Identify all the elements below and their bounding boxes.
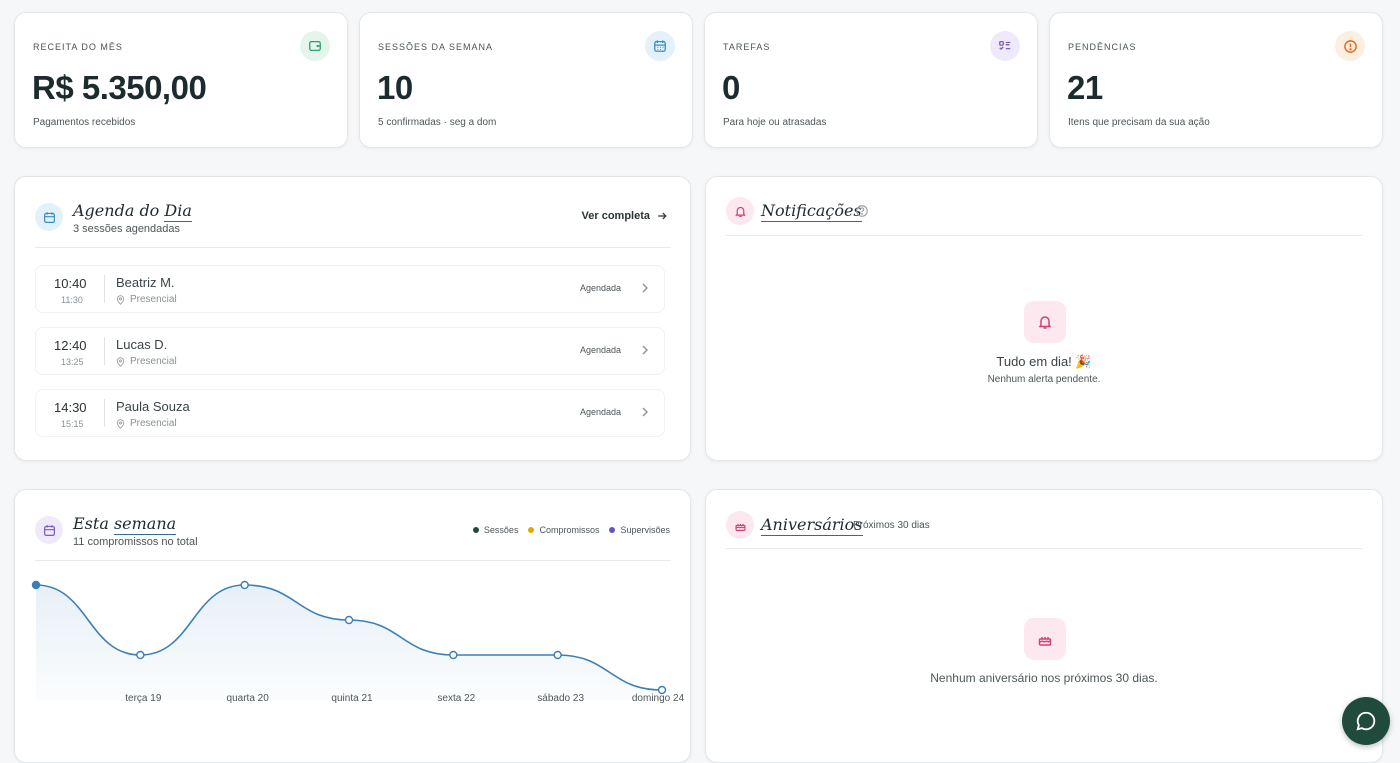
status-badge: Agendada bbox=[579, 283, 621, 293]
notifications-card: Notificações Tudo em dia! 🎉 Nenhum alert… bbox=[705, 176, 1383, 461]
location: Presencial bbox=[116, 294, 177, 305]
x-tick-label: terça 19 bbox=[125, 693, 162, 704]
x-tick-label: domingo 24 bbox=[631, 693, 685, 704]
week-title: Esta semana bbox=[73, 514, 177, 535]
x-tick-label: quarta 20 bbox=[226, 693, 269, 704]
chat-bubble-icon bbox=[1356, 711, 1376, 731]
empty-subtitle: Nenhum alerta pendente. bbox=[987, 374, 1101, 385]
map-pin-icon bbox=[116, 294, 125, 305]
legend-item[interactable]: Compromissos bbox=[528, 525, 599, 535]
location: Presencial bbox=[116, 418, 177, 429]
week-subtitle: 11 compromissos no total bbox=[73, 536, 198, 548]
view-full-link[interactable]: Ver completa bbox=[582, 210, 668, 222]
x-tick-label: sábado 23 bbox=[537, 693, 585, 704]
calendar-icon bbox=[645, 31, 675, 61]
birthdays-card: Aniversários Próximos 30 dias Nenhum ani… bbox=[705, 489, 1383, 763]
divider bbox=[726, 548, 1362, 549]
wallet-icon bbox=[300, 31, 330, 61]
chevron-right-icon bbox=[642, 407, 648, 417]
divider bbox=[35, 560, 671, 561]
empty-title: Tudo em dia! 🎉 bbox=[996, 354, 1092, 369]
stat-value: R$ 5.350,00 bbox=[32, 69, 207, 106]
legend-dot bbox=[609, 527, 616, 533]
birthdays-title: Aniversários bbox=[761, 515, 863, 536]
divider bbox=[726, 235, 1362, 236]
end-time: 15:15 bbox=[61, 419, 84, 429]
data-point[interactable] bbox=[31, 580, 41, 590]
chevron-right-icon bbox=[642, 345, 648, 355]
start-time: 12:40 bbox=[54, 338, 87, 353]
legend-item[interactable]: Supervisões bbox=[609, 525, 670, 535]
week-card: Esta semana 11 compromissos no total Ses… bbox=[14, 489, 691, 763]
stat-label: SESSÕES DA SEMANA bbox=[378, 42, 494, 52]
location: Presencial bbox=[116, 356, 177, 367]
cake-icon bbox=[1024, 618, 1066, 660]
legend-item[interactable]: Sessões bbox=[472, 525, 518, 535]
bell-icon bbox=[1024, 301, 1066, 343]
data-point[interactable] bbox=[449, 650, 458, 660]
legend-dot bbox=[528, 527, 535, 533]
stat-sub: Para hoje ou atrasadas bbox=[723, 117, 827, 128]
stat-sub: Pagamentos recebidos bbox=[33, 117, 136, 128]
agenda-title: Agenda do Dia bbox=[73, 201, 192, 222]
chat-button[interactable] bbox=[1342, 697, 1390, 745]
start-time: 14:30 bbox=[54, 400, 87, 415]
chart-legend: Sessões Compromissos Supervisões bbox=[472, 525, 670, 535]
bell-icon bbox=[726, 197, 754, 225]
divider bbox=[104, 275, 105, 303]
chart-area bbox=[36, 585, 662, 700]
stat-card-revenue: RECEITA DO MÊS R$ 5.350,00 Pagamentos re… bbox=[14, 12, 348, 148]
stat-sub: Itens que precisam da sua ação bbox=[1068, 117, 1210, 128]
arrow-right-icon bbox=[658, 212, 667, 220]
agenda-card: Agenda do Dia 3 sessões agendadas Ver co… bbox=[14, 176, 691, 461]
x-tick-label: quinta 21 bbox=[331, 693, 373, 704]
task-list-icon bbox=[990, 31, 1020, 61]
status-badge: Agendada bbox=[579, 345, 621, 355]
x-tick-label: sexta 22 bbox=[437, 693, 476, 704]
birthdays-range: Próximos 30 dias bbox=[853, 520, 930, 531]
patient-name: Lucas D. bbox=[116, 337, 168, 352]
calendar-icon bbox=[35, 203, 63, 231]
patient-name: Paula Souza bbox=[116, 399, 190, 414]
end-time: 13:25 bbox=[61, 357, 84, 367]
divider bbox=[104, 337, 105, 365]
divider bbox=[35, 247, 671, 248]
agenda-row[interactable]: 14:30 15:15 Paula Souza Presencial Agend… bbox=[35, 389, 665, 437]
stat-card-pending: PENDÊNCIAS 21 Itens que precisam da sua … bbox=[1049, 12, 1383, 148]
data-point[interactable] bbox=[553, 650, 562, 660]
patient-name: Beatriz M. bbox=[116, 275, 175, 290]
legend-dot bbox=[472, 527, 479, 533]
data-point[interactable] bbox=[657, 685, 667, 695]
agenda-subtitle: 3 sessões agendadas bbox=[73, 223, 181, 235]
stat-sub: 5 confirmadas · seg a dom bbox=[378, 117, 497, 128]
chevron-right-icon bbox=[642, 283, 648, 293]
agenda-row[interactable]: 10:40 11:30 Beatriz M. Presencial Agenda… bbox=[35, 265, 665, 313]
stat-label: TAREFAS bbox=[723, 42, 771, 52]
data-point[interactable] bbox=[136, 650, 145, 660]
alert-circle-icon bbox=[1335, 31, 1365, 61]
stat-value: 0 bbox=[722, 69, 740, 106]
divider bbox=[104, 399, 105, 427]
cake-icon bbox=[726, 511, 754, 539]
status-badge: Agendada bbox=[579, 407, 621, 417]
data-point[interactable] bbox=[240, 580, 249, 590]
help-icon[interactable] bbox=[855, 204, 869, 218]
stat-label: RECEITA DO MÊS bbox=[33, 42, 123, 52]
empty-message: Nenhum aniversário nos próximos 30 dias. bbox=[930, 671, 1158, 685]
stat-card-sessions: SESSÕES DA SEMANA 10 5 confirmadas · seg… bbox=[359, 12, 693, 148]
map-pin-icon bbox=[116, 418, 125, 429]
stat-card-tasks: TAREFAS 0 Para hoje ou atrasadas bbox=[704, 12, 1038, 148]
data-point[interactable] bbox=[344, 615, 354, 625]
week-line-chart bbox=[31, 580, 667, 700]
stat-value: 10 bbox=[377, 69, 413, 106]
calendar-icon bbox=[35, 516, 63, 544]
agenda-row[interactable]: 12:40 13:25 Lucas D. Presencial Agendada bbox=[35, 327, 665, 375]
end-time: 11:30 bbox=[61, 295, 83, 305]
map-pin-icon bbox=[116, 356, 125, 367]
stat-value: 21 bbox=[1067, 69, 1103, 106]
start-time: 10:40 bbox=[54, 276, 87, 291]
stat-label: PENDÊNCIAS bbox=[1068, 42, 1137, 52]
notifications-title: Notificações bbox=[761, 201, 862, 222]
